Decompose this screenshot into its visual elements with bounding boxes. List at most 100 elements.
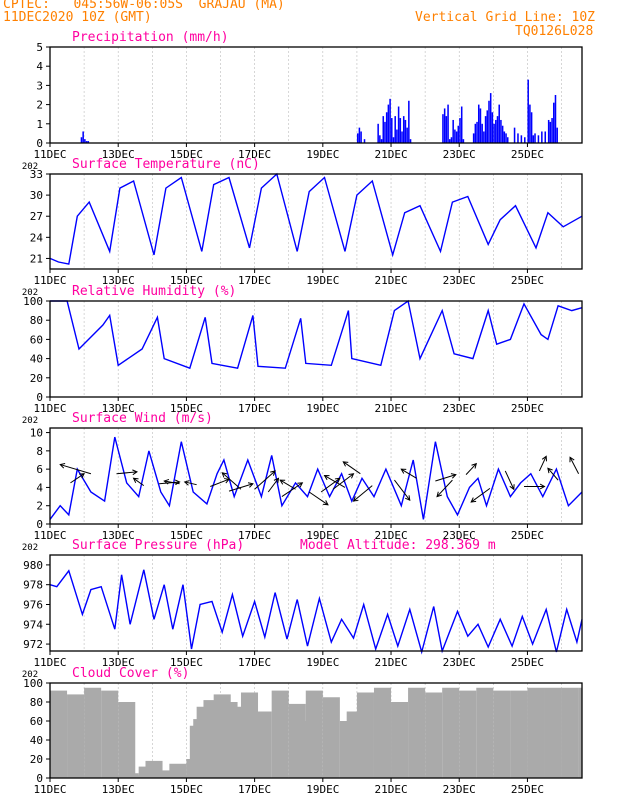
year-label: 202 [22, 288, 38, 298]
x-tick-label: 15DEC [170, 656, 203, 669]
data-bar [360, 131, 362, 143]
data-bar [554, 95, 557, 143]
x-tick-label: 25DEC [511, 783, 544, 796]
x-tick-label: 21DEC [374, 529, 407, 542]
data-bar [271, 690, 289, 778]
wind-arrowhead [352, 496, 359, 502]
wind-vector [228, 483, 254, 492]
data-bar [449, 139, 451, 143]
wind-vector [435, 474, 456, 482]
y-tick-label: 1 [36, 118, 43, 131]
wind-arrowhead [436, 491, 442, 498]
wind-arrowhead [322, 500, 329, 506]
data-bar [544, 687, 562, 778]
wind-vector [504, 470, 515, 490]
data-bar [501, 125, 504, 143]
y-tick-label: 3 [36, 79, 43, 92]
data-bar [486, 110, 489, 143]
data-bar [406, 127, 408, 143]
y-tick-label: 4 [36, 481, 43, 494]
data-bar [373, 687, 392, 778]
wind-arrowhead [183, 480, 190, 486]
data-bar [397, 106, 400, 143]
data-bar [380, 139, 383, 143]
wind-vector [60, 464, 92, 475]
year-label: 202 [22, 543, 38, 553]
data-bar [476, 121, 478, 143]
wind-vector [538, 456, 547, 472]
wind-vector [394, 479, 411, 501]
data-bar [254, 711, 272, 778]
data-bar [520, 135, 523, 143]
wind-arrowhead [509, 484, 515, 491]
wind-vector [254, 470, 276, 490]
data-bar [549, 121, 552, 143]
wind-vector [401, 468, 417, 479]
x-tick-label: 23DEC [443, 529, 476, 542]
model-code: TQ0126L028 [515, 24, 594, 39]
wind-arrowhead [273, 477, 280, 484]
x-tick-label: 11DEC [33, 656, 66, 669]
wind-vector [133, 477, 145, 487]
wind-vector [159, 481, 180, 485]
wind-vector [164, 480, 180, 485]
wind-arrowhead [279, 479, 286, 485]
data-bar [128, 775, 146, 778]
header-line2: 11DEC2020 10Z (GMT) [3, 10, 152, 25]
data-bar [491, 112, 494, 143]
x-tick-label: 19DEC [306, 529, 339, 542]
x-tick-label: 11DEC [33, 274, 66, 287]
y-tick-label: 80 [30, 314, 43, 327]
x-tick-label: 23DEC [443, 783, 476, 796]
wind-arrowhead [247, 482, 254, 488]
panel-title: Cloud Cover (%) [72, 666, 189, 681]
data-bar [118, 702, 136, 778]
data-bar [363, 139, 366, 143]
x-tick-label: 11DEC [33, 783, 66, 796]
y-tick-label: 2 [36, 500, 43, 513]
panel-frame [49, 554, 583, 652]
data-line [49, 436, 583, 520]
x-tick-label: 21DEC [374, 783, 407, 796]
data-bar [87, 141, 90, 143]
wind-vector [324, 475, 346, 488]
wind-arrowhead [539, 483, 546, 490]
data-bar [493, 123, 495, 143]
header-line1: CPTEC: 045:56W-06:05S GRAJAU (MA) [3, 0, 285, 12]
wind-arrowhead [450, 473, 457, 479]
y-tick-label: 8 [36, 445, 43, 458]
y-tick-label: 27 [30, 210, 43, 223]
y-tick-label: 4 [36, 60, 43, 73]
data-bar [389, 98, 391, 143]
panel-title: Relative Humidity (%) [72, 284, 236, 299]
wind-vector [281, 482, 303, 497]
data-bar [385, 112, 388, 143]
year-label: 202 [22, 162, 38, 172]
wind-vector [320, 477, 341, 493]
wind-arrowhead [348, 473, 355, 479]
data-bar [80, 137, 83, 143]
data-bar [462, 139, 465, 143]
x-tick-label: 25DEC [511, 402, 544, 415]
y-tick-label: 6 [36, 463, 43, 476]
data-bar [551, 118, 553, 143]
x-tick-label: 19DEC [306, 274, 339, 287]
x-tick-label: 11DEC [33, 529, 66, 542]
wind-vector [221, 472, 242, 490]
x-tick-label: 19DEC [306, 148, 339, 161]
data-bar [513, 127, 516, 143]
wind-arrowhead [297, 482, 304, 488]
y-tick-label: 33 [30, 168, 43, 181]
y-tick-label: 30 [30, 189, 43, 202]
data-bar [460, 106, 463, 143]
data-bar [169, 763, 187, 778]
data-bar [457, 125, 460, 143]
data-bar [459, 690, 477, 778]
data-bar [483, 131, 485, 143]
wind-arrowhead [470, 497, 477, 503]
panel-frame [49, 300, 583, 398]
wind-arrowhead [541, 455, 548, 462]
x-tick-label: 25DEC [511, 656, 544, 669]
data-line [50, 299, 583, 370]
x-tick-label: 25DEC [511, 529, 544, 542]
